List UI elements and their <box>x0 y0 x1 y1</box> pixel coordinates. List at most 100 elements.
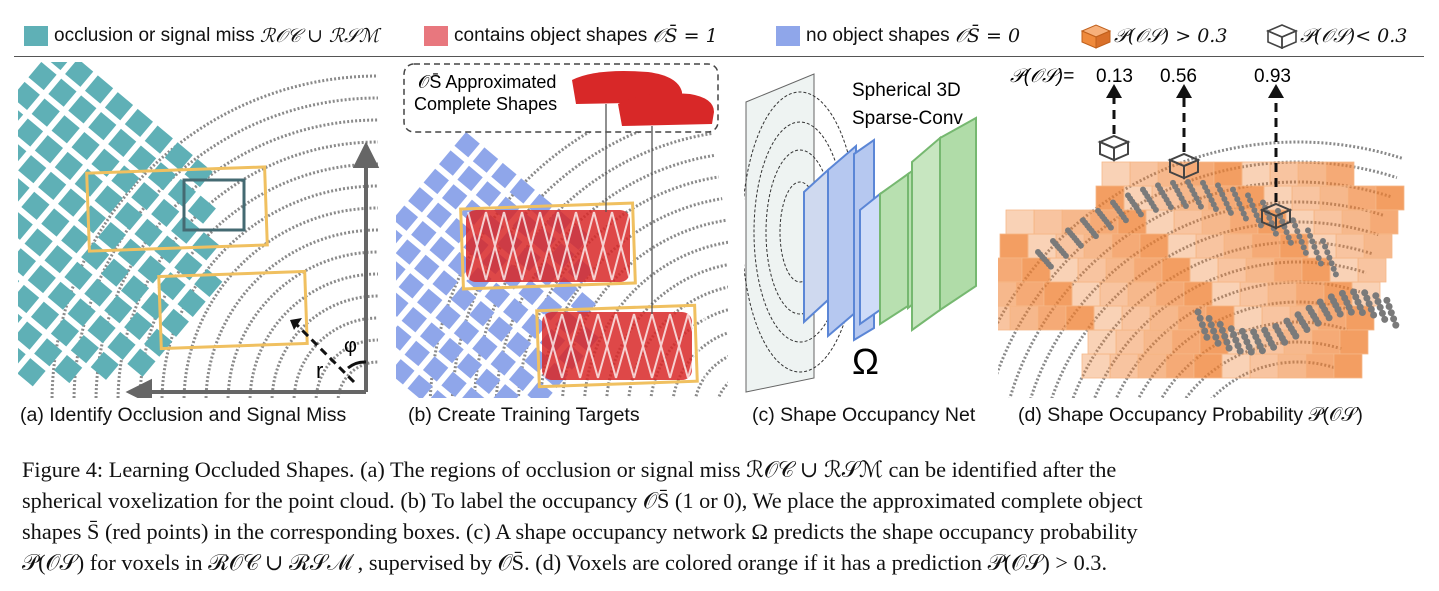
point <box>1230 331 1238 338</box>
voxel <box>1291 185 1321 211</box>
voxel <box>570 292 597 318</box>
omega-symbol: Ω <box>852 341 879 382</box>
point <box>1374 298 1382 305</box>
point <box>1315 255 1322 261</box>
point <box>1214 339 1222 347</box>
r-vector <box>294 322 356 384</box>
point <box>1240 210 1247 217</box>
voxel <box>1043 281 1073 307</box>
voxel <box>998 257 1023 283</box>
voxel <box>1347 185 1377 211</box>
point <box>1218 326 1226 334</box>
voxel <box>456 353 483 379</box>
voxel <box>77 205 107 234</box>
voxel <box>472 147 499 173</box>
point <box>1257 222 1264 229</box>
voxel <box>104 92 134 121</box>
voxel <box>45 62 74 71</box>
point <box>1249 202 1256 209</box>
voxel <box>475 368 501 395</box>
voxel <box>1357 257 1387 283</box>
teal-swatch <box>24 26 48 46</box>
voxel <box>61 225 90 254</box>
voxel <box>423 168 449 195</box>
point <box>1326 254 1333 261</box>
voxel <box>411 220 437 247</box>
voxel <box>444 218 471 244</box>
voxel <box>1195 233 1225 259</box>
voxel <box>18 138 27 167</box>
voxel <box>998 305 1011 331</box>
axes <box>125 141 380 398</box>
voxel <box>18 341 26 370</box>
orange-cube-icon <box>1080 24 1112 49</box>
voxel <box>1127 281 1157 307</box>
point <box>1247 348 1255 356</box>
voxel <box>64 261 93 290</box>
voxel <box>21 191 50 220</box>
voxel <box>552 276 578 303</box>
point <box>1294 228 1301 235</box>
voxel <box>1087 329 1117 355</box>
point <box>1320 238 1326 244</box>
point <box>1207 321 1215 329</box>
voxel <box>1193 353 1223 379</box>
voxel <box>487 316 513 342</box>
point <box>1330 265 1337 272</box>
point <box>1242 215 1249 222</box>
point <box>1298 238 1305 245</box>
voxel <box>1101 161 1131 187</box>
point <box>1219 191 1226 198</box>
point <box>1221 196 1228 202</box>
point <box>1230 186 1236 193</box>
voxel <box>51 115 80 144</box>
voxel <box>459 387 486 398</box>
point <box>1358 309 1366 316</box>
point <box>1236 347 1244 355</box>
scan-arc <box>204 228 379 398</box>
point <box>1275 207 1281 214</box>
voxel <box>1071 281 1101 307</box>
point <box>1152 206 1159 213</box>
voxel <box>47 281 76 310</box>
point <box>1198 321 1206 329</box>
scan-arc <box>627 285 728 398</box>
legend-divider <box>14 56 1424 57</box>
voxel <box>1005 209 1035 235</box>
orange-voxels <box>998 161 1405 379</box>
voxel <box>1149 305 1179 331</box>
voxel <box>1077 257 1107 283</box>
point <box>1356 303 1364 311</box>
point <box>1221 332 1229 340</box>
voxel <box>1223 233 1253 259</box>
scan-arc <box>160 184 379 398</box>
voxel <box>54 151 83 181</box>
point <box>1296 233 1303 240</box>
panel-b-illustration: 𝒪S̄ Approximated Complete Shapes <box>396 63 728 398</box>
conv-layer-3 <box>859 191 881 326</box>
point <box>1272 230 1279 237</box>
voxel <box>144 125 173 154</box>
point <box>1062 252 1069 259</box>
voxel <box>457 165 483 192</box>
voxel <box>1241 161 1271 187</box>
point <box>1212 206 1219 212</box>
point <box>1279 218 1286 225</box>
point <box>1232 336 1240 344</box>
voxel <box>147 162 177 191</box>
point <box>1307 232 1314 239</box>
voxel <box>1099 281 1129 307</box>
voxel <box>18 358 46 387</box>
point <box>1210 201 1217 208</box>
r-label: r <box>316 358 323 383</box>
voxel <box>508 365 535 392</box>
caption-d: (d) Shape Occupancy Probability 𝒫(𝒪𝒮) <box>1018 404 1363 426</box>
caption-a: (a) Identify Occlusion and Signal Miss <box>20 404 347 426</box>
object-outline <box>182 178 246 232</box>
voxel <box>441 184 468 210</box>
point <box>1387 309 1395 317</box>
voxel <box>1161 257 1191 283</box>
voxel <box>137 255 166 284</box>
voxel <box>1311 329 1341 355</box>
point <box>1201 327 1209 335</box>
